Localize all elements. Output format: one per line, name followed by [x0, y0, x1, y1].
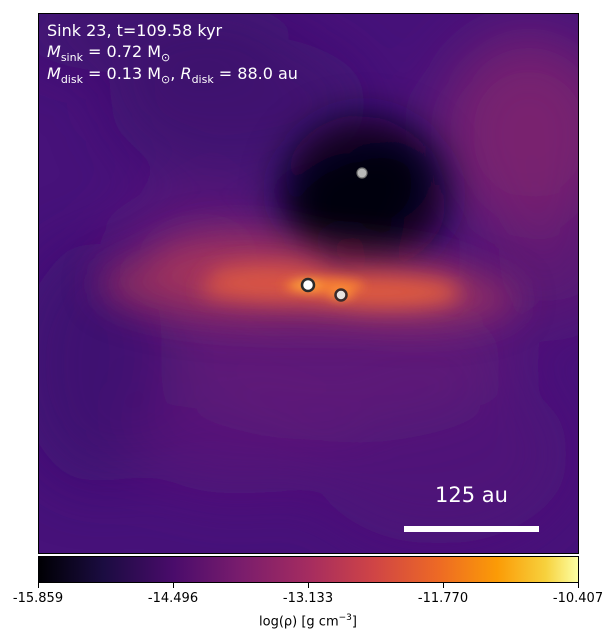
colorbar-label: log(ρ) [g cm−3]	[259, 613, 357, 629]
disk-mass-subscript: disk	[60, 73, 83, 87]
disk-mass-value: = 0.13 M	[82, 64, 162, 83]
sink-particles	[300, 167, 368, 302]
sink-particle	[334, 288, 348, 302]
solar-symbol: ⊙	[161, 51, 171, 65]
colorbar-tick-label: -14.496	[147, 591, 199, 606]
sink-particle	[356, 167, 368, 179]
low-density-cavity	[279, 114, 449, 274]
colorbar-tick	[578, 583, 579, 588]
sink-particle	[300, 277, 316, 293]
disk-radius-subscript: disk	[191, 73, 214, 87]
colorbar-tick	[38, 583, 39, 588]
disk-properties-label: Mdisk = 0.13 M⊙, Rdisk = 88.0 au	[47, 64, 298, 90]
colorbar-tick-label: -11.770	[417, 591, 469, 606]
sink-mass-value: = 0.72 M	[82, 42, 162, 61]
sink-mass-label: Msink = 0.72 M⊙	[47, 42, 170, 68]
colorbar-label-exponent: −3	[338, 613, 352, 623]
disk-radius-value: = 88.0 au	[213, 64, 298, 83]
colorbar-tick-label: -15.859	[12, 591, 64, 606]
colorbar-label-text: log(ρ) [g cm	[259, 614, 339, 630]
scale-bar-label: 125 au	[435, 483, 508, 507]
colorbar-tick-label: -13.133	[282, 591, 334, 606]
solar-symbol: ⊙	[161, 73, 171, 87]
sink-time-label: Sink 23, t=109.58 kyr	[47, 21, 223, 40]
colorbar-tick	[443, 583, 444, 588]
colorbar-tick	[308, 583, 309, 588]
disk-radius-symbol: R	[180, 64, 192, 83]
density-map	[39, 14, 578, 553]
colorbar-label-suffix: ]	[351, 614, 357, 630]
sink-mass-symbol: M	[47, 42, 61, 61]
density-map-panel	[38, 13, 579, 554]
colorbar-tick-label: -10.407	[552, 591, 604, 606]
colorbar-tick	[173, 583, 174, 588]
colorbar	[38, 556, 579, 583]
scale-bar	[404, 526, 539, 532]
sink-mass-subscript: sink	[60, 51, 83, 65]
separator: ,	[170, 64, 181, 83]
disk-mass-symbol: M	[47, 64, 61, 83]
